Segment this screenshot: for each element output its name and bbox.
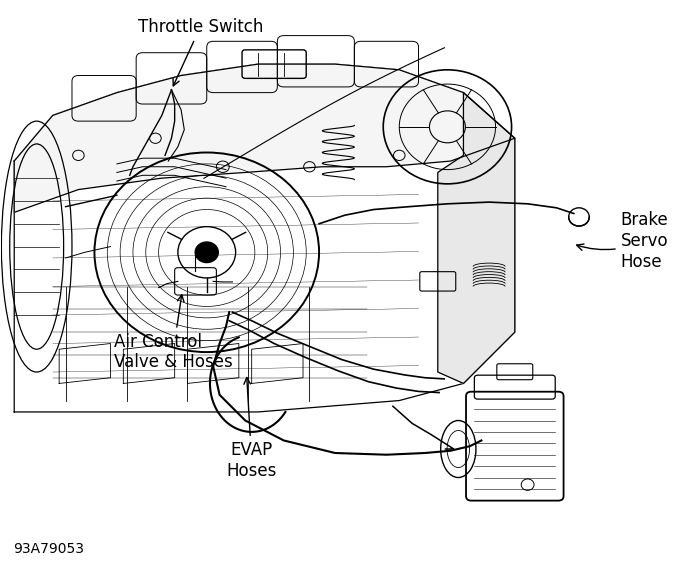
Polygon shape <box>14 64 515 412</box>
Text: Throttle Switch: Throttle Switch <box>137 18 263 86</box>
Text: Brake
Servo
Hose: Brake Servo Hose <box>577 211 669 270</box>
Text: 93A79053: 93A79053 <box>13 541 84 556</box>
Polygon shape <box>14 64 515 213</box>
Circle shape <box>195 242 218 262</box>
Text: EVAP
Hoses: EVAP Hoses <box>226 378 277 480</box>
Polygon shape <box>438 93 515 383</box>
Text: Air Control
Valve & Hoses: Air Control Valve & Hoses <box>114 295 233 371</box>
